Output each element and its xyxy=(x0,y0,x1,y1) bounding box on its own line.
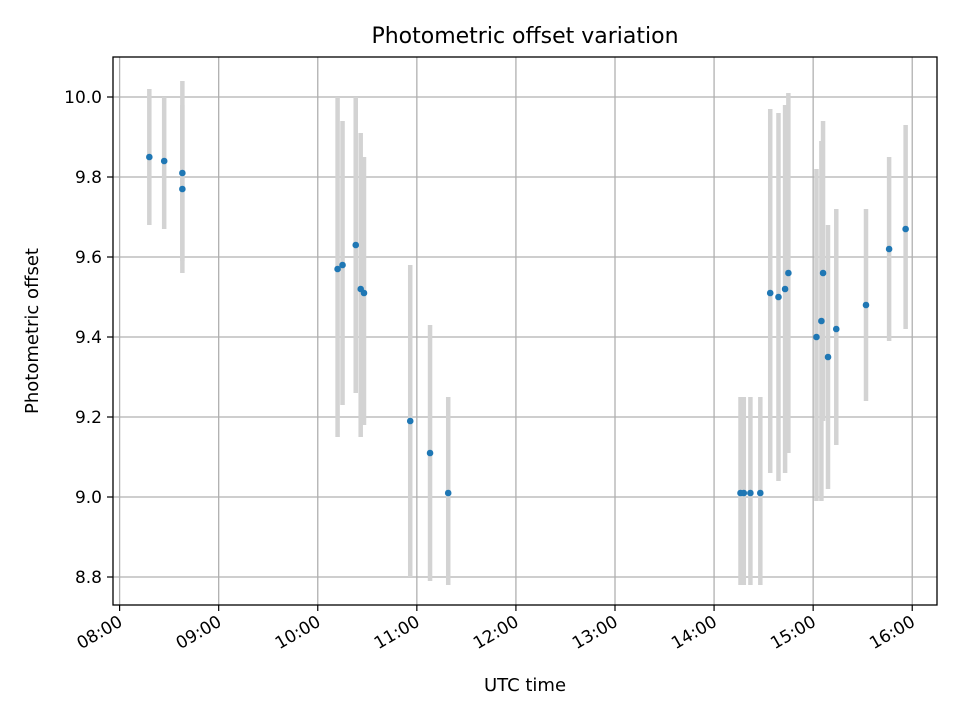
data-point xyxy=(747,489,754,497)
x-tick-label: 11:00 xyxy=(371,612,423,654)
data-point xyxy=(179,185,186,193)
data-point xyxy=(146,153,153,161)
data-point xyxy=(819,269,827,277)
x-tick-label: 16:00 xyxy=(866,612,918,654)
data-point xyxy=(352,241,360,249)
data-point xyxy=(824,353,832,361)
data-point xyxy=(862,301,870,309)
data-point xyxy=(334,265,341,273)
data-point xyxy=(902,225,909,233)
data-point xyxy=(740,489,748,497)
y-axis-label: Photometric offset xyxy=(22,248,43,414)
x-tick-label: 15:00 xyxy=(767,612,819,654)
data-point xyxy=(757,489,764,497)
point-layer xyxy=(146,153,909,497)
data-point xyxy=(818,317,825,325)
y-tick-label: 9.2 xyxy=(75,408,102,428)
x-tick-label: 10:00 xyxy=(272,612,324,654)
grid-layer xyxy=(113,57,937,605)
data-point xyxy=(160,157,168,165)
y-tick-label: 9.6 xyxy=(75,248,102,268)
data-point xyxy=(781,285,789,293)
data-point xyxy=(444,489,452,497)
data-point xyxy=(885,245,893,253)
x-tick-label: 13:00 xyxy=(569,612,621,654)
y-tick-label: 9.8 xyxy=(75,168,102,188)
data-point xyxy=(406,417,414,425)
data-point xyxy=(775,293,782,301)
data-point xyxy=(813,333,820,341)
data-point xyxy=(832,325,840,333)
data-point xyxy=(426,449,434,457)
data-point xyxy=(766,289,774,297)
y-tick-label: 9.0 xyxy=(75,488,102,508)
data-point xyxy=(785,269,792,277)
chart-title: Photometric offset variation xyxy=(371,24,678,49)
data-point xyxy=(179,169,186,177)
data-point xyxy=(339,261,346,269)
x-tick-label: 14:00 xyxy=(668,612,720,654)
plot-frame xyxy=(112,56,938,606)
y-tick-label: 10.0 xyxy=(64,88,102,108)
y-tick-label: 8.8 xyxy=(75,568,102,588)
errorbar-layer xyxy=(147,81,908,585)
x-axis-label: UTC time xyxy=(484,675,566,696)
x-tick-label: 09:00 xyxy=(173,612,225,654)
x-tick-label: 08:00 xyxy=(74,612,126,654)
x-tick-label: 12:00 xyxy=(470,612,522,654)
data-point xyxy=(360,289,368,297)
y-tick-label: 9.4 xyxy=(75,328,102,348)
